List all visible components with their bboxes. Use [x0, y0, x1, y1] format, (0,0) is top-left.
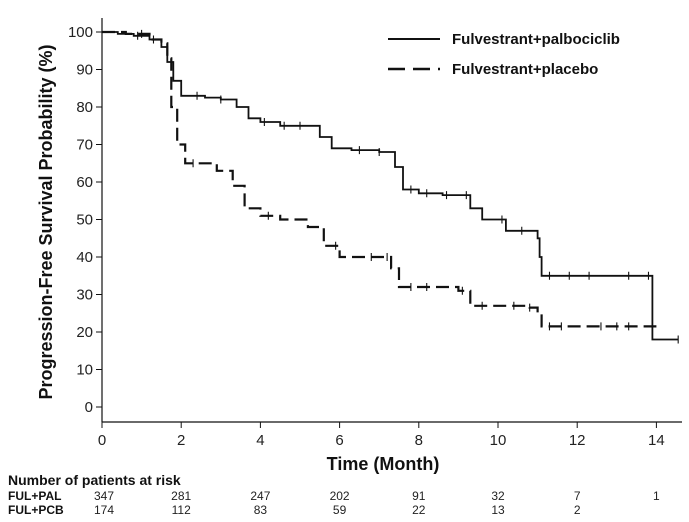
legend-label-2: Fulvestrant+placebo	[452, 61, 598, 78]
at-risk-value: 112	[172, 503, 191, 517]
y-tick-label: 40	[76, 249, 93, 266]
x-tick-label: 10	[490, 432, 507, 449]
x-tick-label: 0	[98, 432, 106, 449]
series-line-2	[102, 30, 657, 328]
at-risk-value: 281	[171, 489, 191, 503]
x-tick-label: 14	[648, 432, 665, 449]
at-risk-value: 202	[330, 489, 350, 503]
y-tick-label: 100	[68, 24, 93, 41]
at-risk-value: 59	[333, 503, 347, 517]
y-axis-title: Progression-Free Survival Probability (%…	[36, 44, 56, 399]
y-tick-label: 10	[76, 362, 93, 379]
at-risk-row-label: FUL+PCB	[8, 503, 64, 517]
series-layer	[102, 29, 679, 344]
x-tick-label: 8	[415, 432, 423, 449]
y-tick-label: 60	[76, 174, 93, 191]
y-tick-label: 90	[76, 62, 93, 79]
legend-label-1: Fulvestrant+palbociclib	[452, 31, 620, 48]
at-risk-value: 83	[254, 503, 268, 517]
at-risk-value: 2	[574, 503, 581, 517]
x-tick-label: 6	[335, 432, 343, 449]
x-tick-label: 12	[569, 432, 586, 449]
at-risk-value: 13	[491, 503, 505, 517]
at-risk-value: 174	[94, 503, 114, 517]
at-risk-value: 91	[412, 489, 426, 503]
series-line-1	[102, 31, 679, 341]
at-risk-value: 1	[653, 489, 660, 503]
x-tick-label: 4	[256, 432, 264, 449]
at-risk-value: 32	[491, 489, 505, 503]
x-axis-title: Time (Month)	[327, 454, 440, 474]
at-risk-value: 7	[574, 489, 581, 503]
y-tick-label: 0	[85, 399, 93, 416]
y-tick-label: 80	[76, 99, 93, 116]
x-tick-label: 2	[177, 432, 185, 449]
y-tick-label: 50	[76, 212, 93, 229]
y-tick-label: 70	[76, 137, 93, 154]
at-risk-title: Number of patients at risk	[8, 472, 181, 488]
legend: Fulvestrant+palbociclib Fulvestrant+place…	[388, 31, 620, 78]
at-risk-value: 22	[412, 503, 426, 517]
at-risk-value: 247	[250, 489, 270, 503]
axes: 0 10 20 30 40 50 60 70 80 90 100 0 2 4 6 8 10 12 14	[68, 18, 682, 449]
y-tick-label: 20	[76, 324, 93, 341]
at-risk-value: 347	[94, 489, 114, 503]
y-tick-label: 30	[76, 287, 93, 304]
at-risk-row-label: FUL+PAL	[8, 489, 61, 503]
